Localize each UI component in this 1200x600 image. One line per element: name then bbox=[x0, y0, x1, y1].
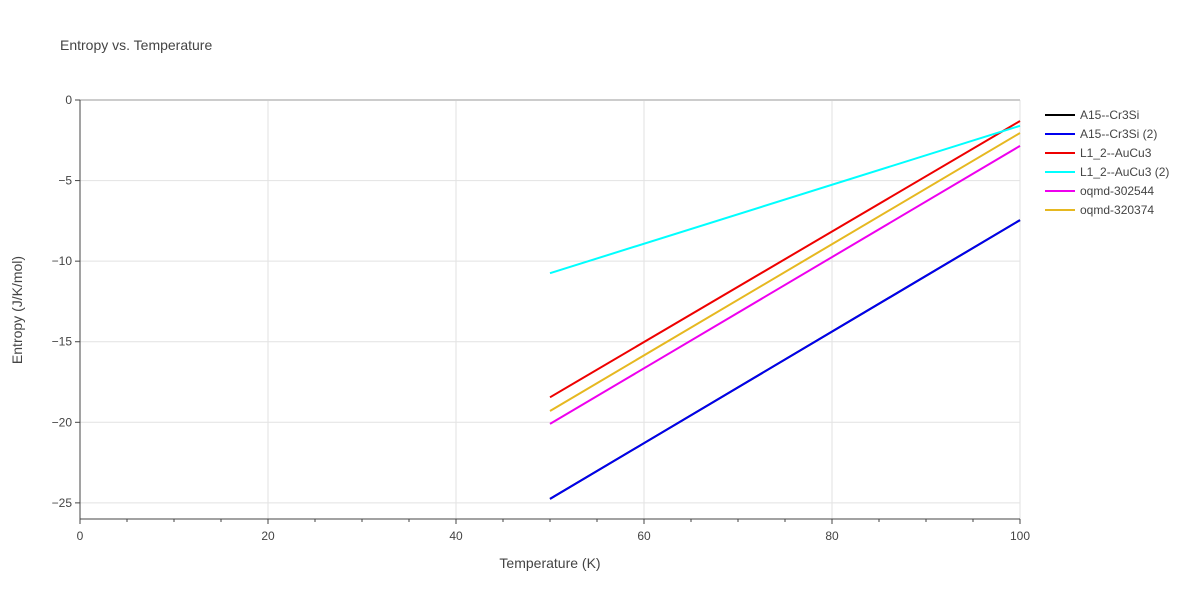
y-tick-label: −5 bbox=[58, 174, 72, 188]
series-lines bbox=[549, 120, 1021, 500]
series-line bbox=[549, 145, 1021, 425]
y-axis-title: Entropy (J/K/mol) bbox=[9, 256, 25, 364]
legend-label: A15--Cr3Si bbox=[1080, 108, 1139, 122]
x-tick-label: 100 bbox=[1010, 529, 1030, 543]
x-tick-label: 80 bbox=[825, 529, 839, 543]
chart-title: Entropy vs. Temperature bbox=[60, 37, 212, 53]
y-tick-label: −25 bbox=[52, 496, 73, 510]
grid bbox=[80, 99, 1021, 519]
series-line bbox=[549, 120, 1021, 399]
x-axis-title: Temperature (K) bbox=[499, 555, 600, 571]
legend-item[interactable]: L1_2--AuCu3 bbox=[1045, 146, 1152, 160]
y-tick-label: 0 bbox=[65, 93, 72, 107]
x-tick-label: 0 bbox=[77, 529, 84, 543]
legend-label: A15--Cr3Si (2) bbox=[1080, 127, 1157, 141]
legend-label: oqmd-320374 bbox=[1080, 203, 1154, 217]
legend-label: oqmd-302544 bbox=[1080, 184, 1154, 198]
y-axis-ticks: 0 −5 −10 −15 −20 −25 bbox=[52, 93, 80, 510]
y-tick-label: −15 bbox=[52, 335, 73, 349]
legend-item[interactable]: L1_2--AuCu3 (2) bbox=[1045, 165, 1169, 179]
series-line bbox=[549, 132, 1021, 412]
x-tick-label: 40 bbox=[449, 529, 463, 543]
y-tick-label: −10 bbox=[52, 254, 73, 268]
y-tick-label: −20 bbox=[52, 415, 73, 429]
x-axis-ticks: 0 20 40 60 80 100 bbox=[77, 519, 1030, 543]
legend-item[interactable]: oqmd-302544 bbox=[1045, 184, 1154, 198]
series-line bbox=[549, 124, 1021, 275]
legend-item[interactable]: oqmd-320374 bbox=[1045, 203, 1154, 217]
x-tick-label: 60 bbox=[637, 529, 651, 543]
legend-label: L1_2--AuCu3 (2) bbox=[1080, 165, 1169, 179]
legend-item[interactable]: A15--Cr3Si bbox=[1045, 108, 1139, 122]
series-line bbox=[549, 219, 1021, 500]
legend-item[interactable]: A15--Cr3Si (2) bbox=[1045, 127, 1157, 141]
axes bbox=[79, 100, 1020, 520]
legend-label: L1_2--AuCu3 bbox=[1080, 146, 1152, 160]
x-tick-label: 20 bbox=[261, 529, 275, 543]
legend: A15--Cr3Si A15--Cr3Si (2) L1_2--AuCu3 L1_2-… bbox=[1045, 108, 1169, 217]
